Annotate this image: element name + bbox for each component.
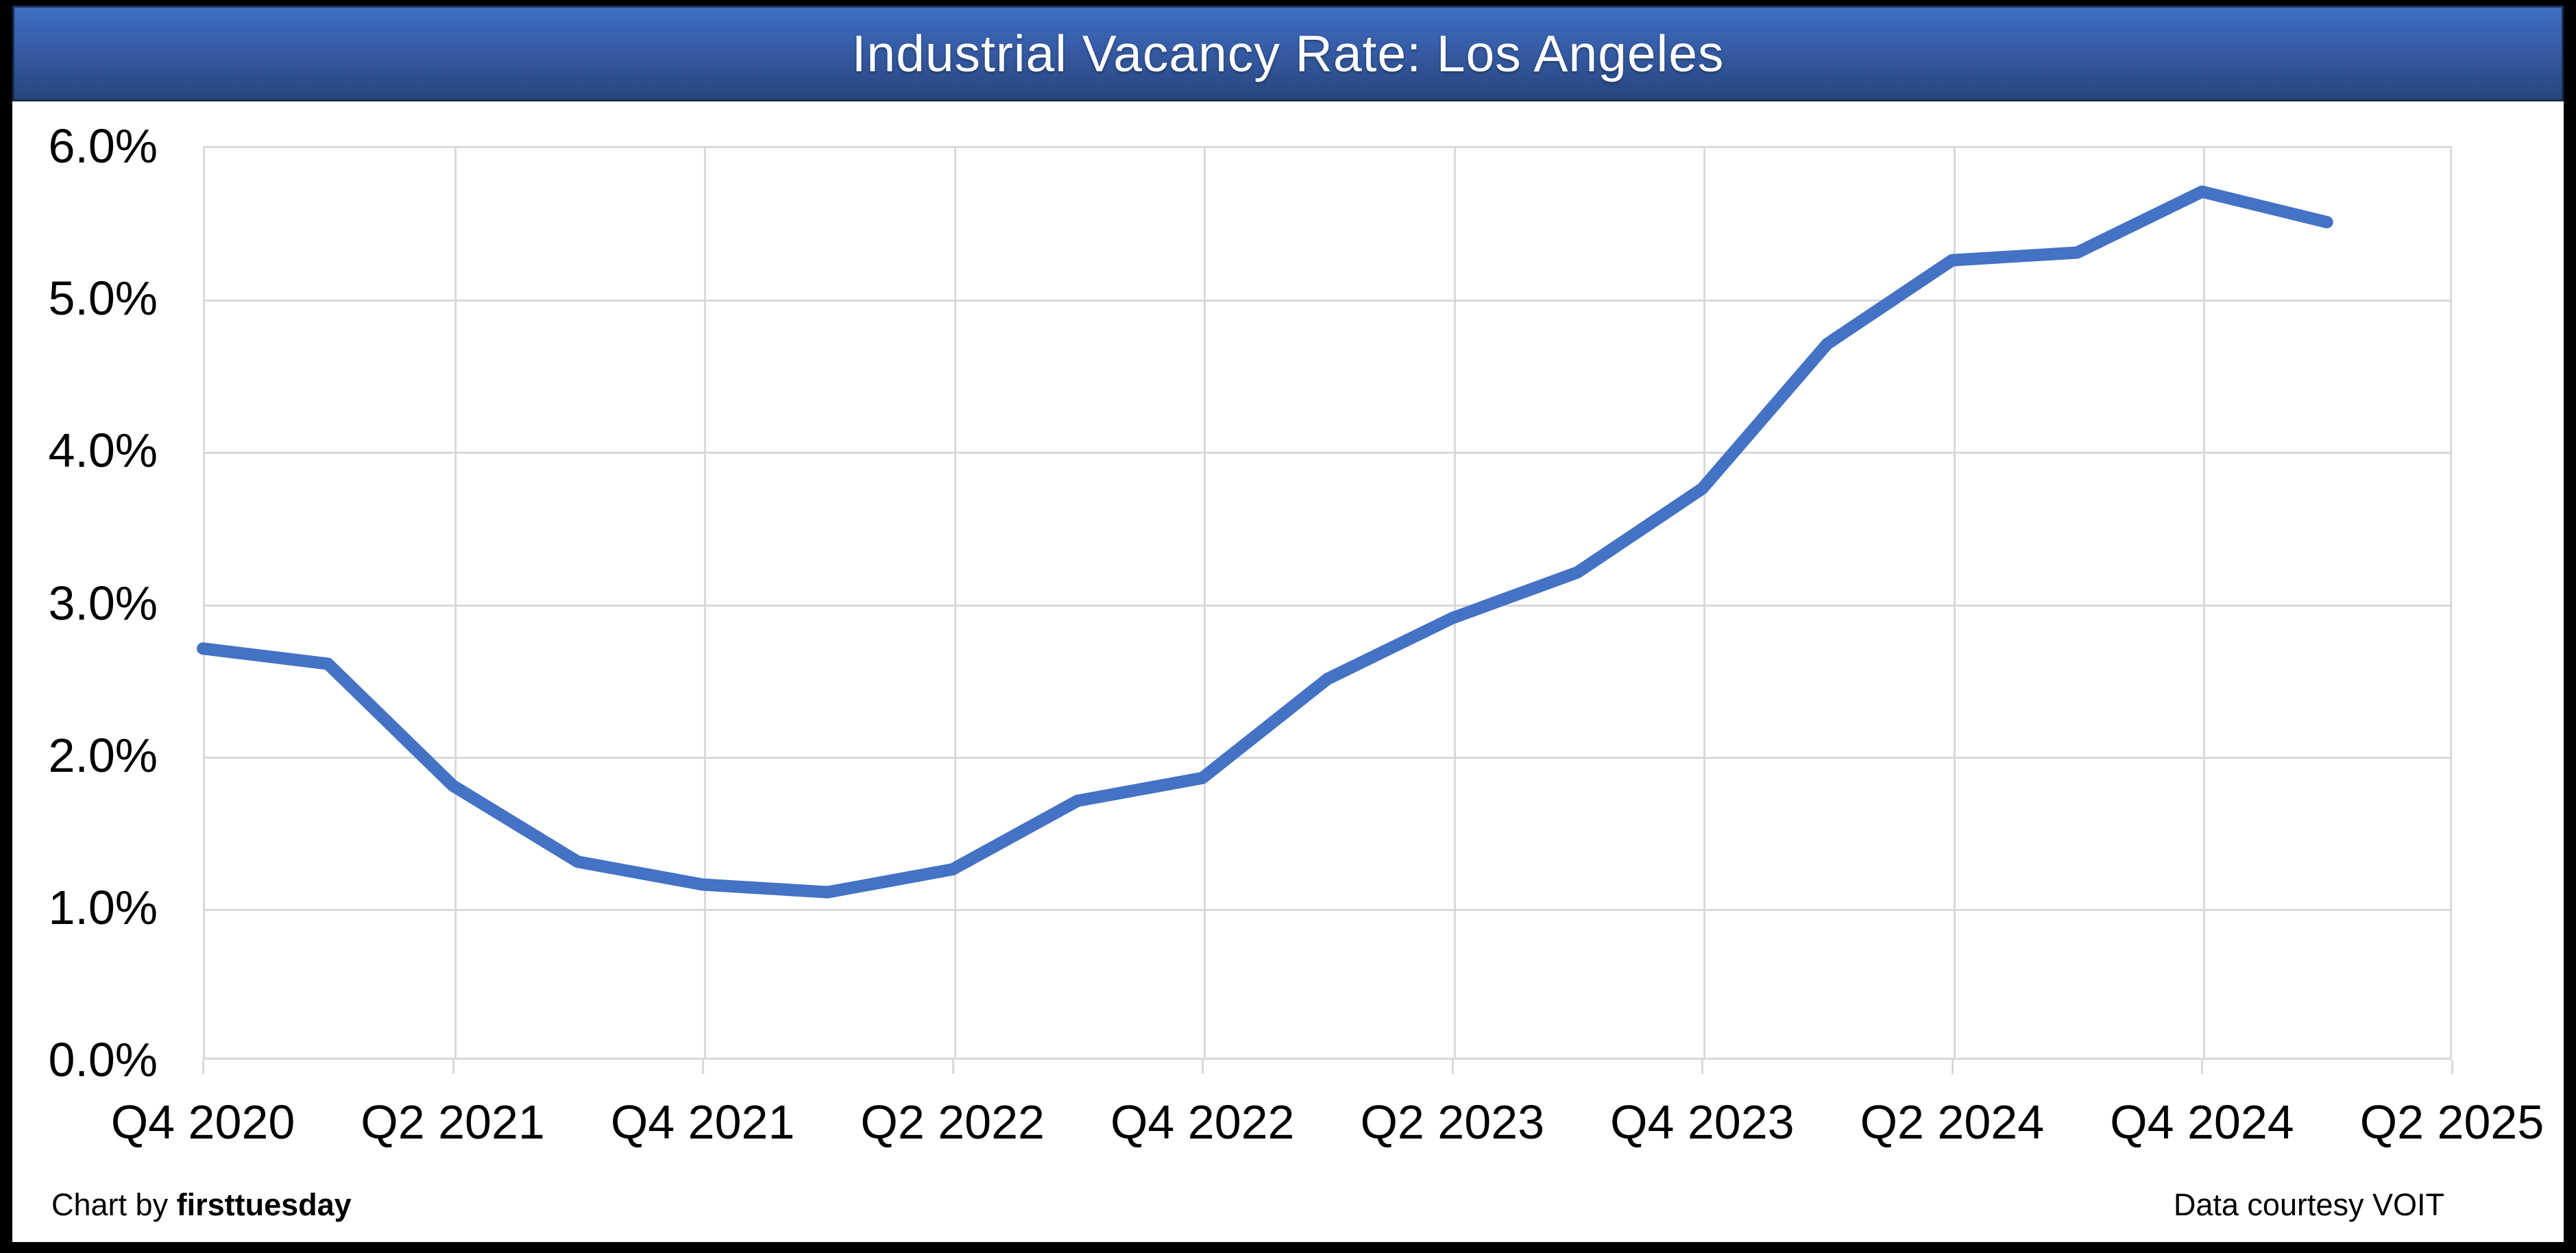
x-axis-tick-label: Q4 2021 xyxy=(610,1095,795,1149)
chart-title: Industrial Vacancy Rate: Los Angeles xyxy=(851,25,1725,82)
x-axis-tick-mark xyxy=(951,1060,954,1074)
x-axis-tick-label: Q2 2024 xyxy=(1860,1095,2045,1149)
y-axis-tick-label: 0.0% xyxy=(48,1033,158,1086)
x-axis-tick-mark xyxy=(1202,1060,1204,1074)
y-axis-tick-label: 6.0% xyxy=(48,119,158,173)
gridline-vertical xyxy=(1953,148,1956,1058)
attribution-brand: firsttuesday xyxy=(176,1187,352,1222)
gridline-horizontal xyxy=(205,300,2450,302)
x-axis-tick-mark xyxy=(2201,1060,2204,1074)
y-axis-tick-label: 4.0% xyxy=(48,424,158,478)
gridline-vertical xyxy=(454,148,457,1058)
x-axis-tick-label: Q4 2023 xyxy=(1610,1095,1795,1149)
x-axis-tick-mark xyxy=(452,1060,454,1074)
y-axis-tick-label: 1.0% xyxy=(48,880,158,934)
gridline-vertical xyxy=(704,148,707,1058)
x-axis-tick-label: Q2 2021 xyxy=(361,1095,545,1149)
gridline-vertical xyxy=(2203,148,2206,1058)
x-axis-tick-label: Q2 2023 xyxy=(1360,1095,1545,1149)
plot-area xyxy=(203,146,2452,1060)
y-axis-tick-label: 2.0% xyxy=(48,728,158,782)
x-axis-tick-mark xyxy=(702,1060,705,1074)
x-axis-tick-mark xyxy=(1701,1060,1704,1074)
x-axis-tick-label: Q4 2024 xyxy=(2110,1095,2294,1149)
chart-title-bar: Industrial Vacancy Rate: Los Angeles xyxy=(12,5,2564,101)
y-axis-tick-label: 5.0% xyxy=(48,271,158,326)
attribution: Chart by firsttuesday xyxy=(51,1186,352,1224)
x-axis-tick-label: Q4 2020 xyxy=(110,1095,295,1149)
gridline-horizontal xyxy=(205,756,2450,759)
gridline-horizontal xyxy=(205,604,2450,607)
vacancy-rate-line-chart xyxy=(197,185,2333,899)
line-series xyxy=(197,185,2333,899)
x-axis-tick-mark xyxy=(1951,1060,1954,1074)
attribution-prefix: Chart by xyxy=(51,1187,177,1222)
x-axis-tick-mark xyxy=(2451,1060,2453,1074)
x-axis-tick-mark xyxy=(1451,1060,1454,1074)
data-source: Data courtesy VOIT xyxy=(2173,1187,2444,1222)
x-axis-tick-label: Q2 2022 xyxy=(860,1095,1045,1149)
x-axis-tick-mark xyxy=(202,1060,204,1074)
gridline-horizontal xyxy=(205,452,2450,454)
y-axis-tick-label: 3.0% xyxy=(48,576,158,630)
gridline-vertical xyxy=(1204,148,1206,1058)
gridline-horizontal xyxy=(205,908,2450,911)
x-axis-tick-label: Q4 2022 xyxy=(1110,1095,1295,1149)
gridline-vertical xyxy=(1453,148,1456,1058)
gridline-vertical xyxy=(953,148,956,1058)
x-axis-tick-label: Q2 2025 xyxy=(2359,1095,2544,1149)
gridline-vertical xyxy=(1703,148,1706,1058)
